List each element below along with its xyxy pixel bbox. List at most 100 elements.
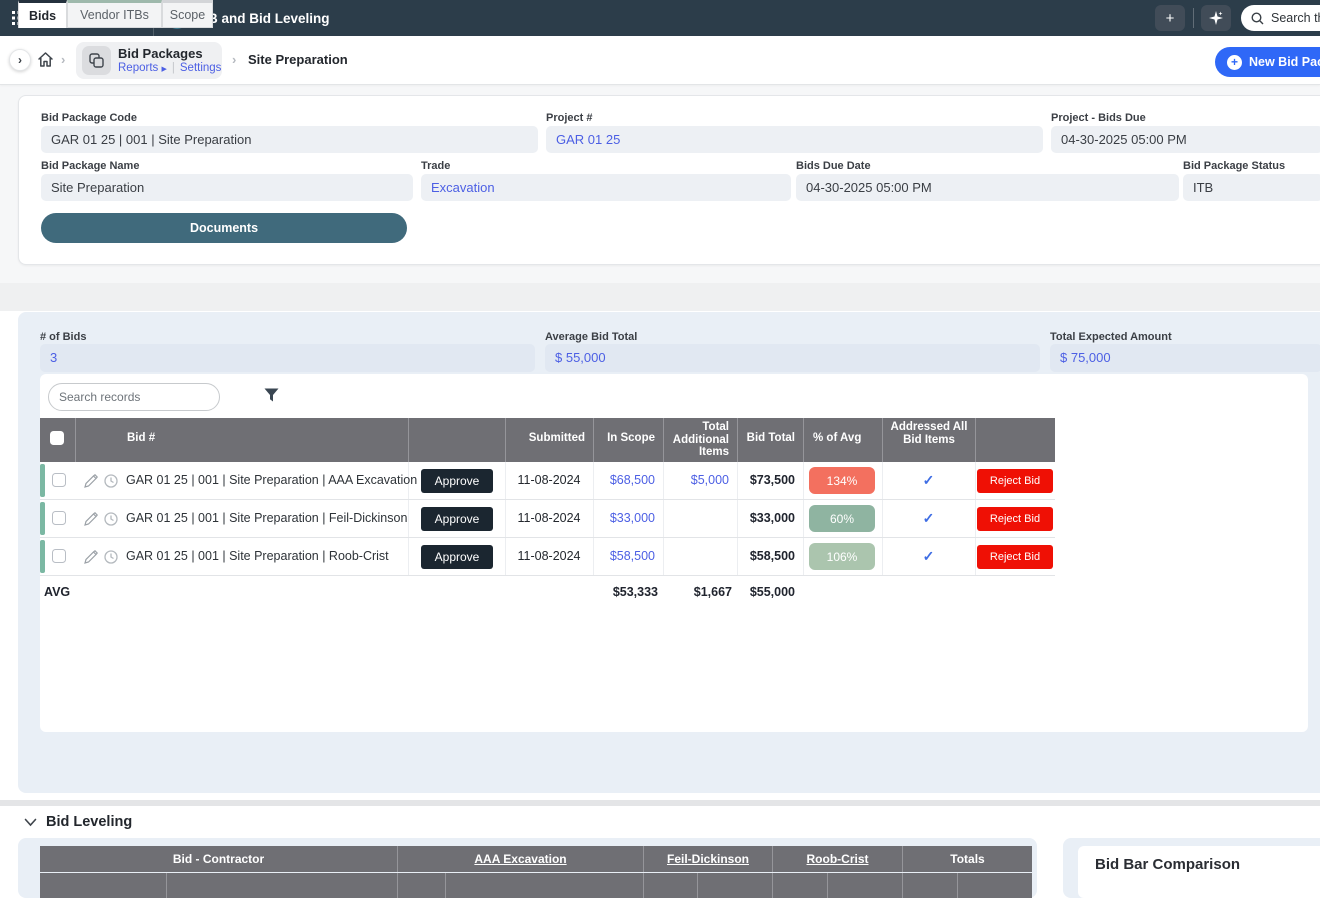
total-expected-label: Total Expected Amount <box>1050 331 1172 343</box>
bid-total-value: $73,500 <box>749 473 795 487</box>
num-bids-value: 3 <box>40 344 535 372</box>
in-scope-value[interactable]: $68,500 <box>609 473 655 487</box>
bid-row-feil-dickinson: GAR 01 25 | 001 | Site Preparation | Fei… <box>40 500 1055 538</box>
plus-glyph: + <box>1165 9 1175 27</box>
add-new-button[interactable]: + <box>1155 5 1185 31</box>
tab-strip <box>0 283 1320 311</box>
col-aaa-excavation[interactable]: AAA Excavation <box>397 846 643 872</box>
approve-button[interactable]: Approve <box>421 545 493 569</box>
col-addressed-all-bid-items[interactable]: Addressed All Bid Items <box>882 418 975 462</box>
row-checkbox[interactable] <box>52 473 66 487</box>
addressed-check-icon: ✓ <box>922 548 935 564</box>
col-actions <box>408 418 505 462</box>
bid-number-link[interactable]: GAR 01 25 | 001 | Site Preparation | Fei… <box>126 511 408 525</box>
edit-icon[interactable] <box>84 474 98 488</box>
bids-tab-panel: # of Bids 3 Average Bid Total $ 55,000 T… <box>18 312 1320 793</box>
select-all-cell <box>40 418 75 462</box>
section-divider <box>0 800 1320 806</box>
reject-bid-button[interactable]: Reject Bid <box>977 545 1053 569</box>
row-accent-bar <box>40 464 45 497</box>
tab-scope[interactable]: Scope <box>162 0 213 28</box>
tab-vendor-itbs[interactable]: Vendor ITBs <box>67 0 162 28</box>
avg-bid-total-value: $ 55,000 <box>545 344 1040 372</box>
in-scope-value[interactable]: $58,500 <box>609 549 655 563</box>
field-label-bid-package-status: Bid Package Status <box>1183 160 1286 172</box>
bid-leveling-section-title[interactable]: Bid Leveling <box>46 814 133 830</box>
filter-icon[interactable] <box>264 388 279 402</box>
breadcrumb-table-name[interactable]: Bid Packages <box>118 46 203 61</box>
tab-bids[interactable]: Bids <box>18 0 67 28</box>
addressed-check-icon: ✓ <box>922 472 935 488</box>
addressed-check-icon: ✓ <box>922 510 935 526</box>
in-scope-value[interactable]: $33,000 <box>609 511 655 525</box>
reports-dropdown-icon: ▶ <box>161 66 167 73</box>
history-icon[interactable] <box>104 474 118 488</box>
col-roob-crist[interactable]: Roob-Crist <box>772 846 902 872</box>
bid-leveling-subheader-row <box>40 873 1032 898</box>
reject-bid-button[interactable]: Reject Bid <box>977 469 1053 493</box>
submitted-value: 11-08-2024 <box>517 549 581 563</box>
field-bid-package-name: Site Preparation <box>41 174 413 201</box>
field-label-bid-package-code: Bid Package Code <box>41 112 137 124</box>
total-additional-value[interactable]: $5,000 <box>690 473 729 487</box>
records-search-input[interactable] <box>59 390 214 404</box>
col-in-scope[interactable]: In Scope <box>593 418 663 462</box>
edit-icon[interactable] <box>84 512 98 526</box>
documents-button[interactable]: Documents <box>41 213 407 243</box>
history-icon[interactable] <box>104 550 118 564</box>
col-bid-number[interactable]: Bid # <box>75 418 408 462</box>
col-totals: Totals <box>902 846 1032 872</box>
bid-bar-comparison-panel: Bid Bar Comparison <box>1078 846 1320 898</box>
approve-button[interactable]: Approve <box>421 507 493 531</box>
sidebar-expand-button[interactable]: › <box>9 49 31 71</box>
avg-total-additional: $1,667 <box>693 585 732 599</box>
plus-circle-icon: + <box>1227 54 1242 70</box>
bid-number-link[interactable]: GAR 01 25 | 001 | Site Preparation | Roo… <box>126 549 389 563</box>
bid-leveling-table: Bid - Contractor AAA Excavation Feil-Dic… <box>40 846 1032 898</box>
row-checkbox[interactable] <box>52 549 66 563</box>
field-trade[interactable]: Excavation <box>421 174 791 201</box>
sparkles-icon <box>1209 11 1223 25</box>
field-project-bids-due: 04-30-2025 05:00 PM <box>1051 126 1320 153</box>
bid-leveling-card: Bid - Contractor AAA Excavation Feil-Dic… <box>18 838 1037 898</box>
field-bid-package-status: ITB <box>1183 174 1320 201</box>
select-all-checkbox[interactable] <box>50 431 64 445</box>
col-total-additional-items[interactable]: Total Additional Items <box>663 418 737 462</box>
reject-bid-button[interactable]: Reject Bid <box>977 507 1053 531</box>
bid-row-aaa-excavation: GAR 01 25 | 001 | Site Preparation | AAA… <box>40 462 1055 500</box>
approve-button[interactable]: Approve <box>421 469 493 493</box>
pct-of-avg-badge: 134% <box>809 467 875 494</box>
row-checkbox[interactable] <box>52 511 66 525</box>
field-project-number[interactable]: GAR 01 25 <box>546 126 1043 153</box>
breadcrumb-chevron: › <box>61 52 66 67</box>
avg-bid-total: $55,000 <box>749 585 795 599</box>
app-search[interactable] <box>1241 5 1320 31</box>
pct-of-avg-badge: 106% <box>809 543 875 570</box>
history-icon[interactable] <box>104 512 118 526</box>
records-search[interactable] <box>48 383 220 411</box>
topbar-actions-divider <box>1193 8 1194 28</box>
edit-icon[interactable] <box>84 550 98 564</box>
app-name: ITB and Bid Leveling <box>196 10 330 26</box>
col-bid-total[interactable]: Bid Total <box>737 418 803 462</box>
home-icon[interactable] <box>37 51 54 68</box>
settings-link[interactable]: Settings <box>179 62 222 74</box>
breadcrumb-chevron-2: › <box>232 52 237 67</box>
ai-assistant-button[interactable] <box>1201 5 1231 31</box>
bid-leveling-collapse-icon[interactable] <box>24 818 37 827</box>
field-label-bids-due-date: Bids Due Date <box>796 160 871 172</box>
col-feil-dickinson[interactable]: Feil-Dickinson <box>643 846 772 872</box>
col-pct-of-avg[interactable]: % of Avg <box>803 418 882 462</box>
chip-links-divider: | <box>171 62 175 74</box>
bid-number-link[interactable]: GAR 01 25 | 001 | Site Preparation | AAA… <box>126 473 418 487</box>
field-label-bid-package-name: Bid Package Name <box>41 160 140 172</box>
bids-table-header: Bid # Submitted In Scope Total Additiona… <box>40 418 1055 462</box>
col-submitted[interactable]: Submitted <box>505 418 593 462</box>
bids-table-panel: Bid # Submitted In Scope Total Additiona… <box>40 374 1308 732</box>
new-bid-package-button[interactable]: + New Bid Package <box>1215 47 1320 77</box>
bid-total-value: $33,000 <box>749 511 795 525</box>
breadcrumb-table-chip[interactable]: Bid Packages Reports ▶ | Settings <box>76 42 222 79</box>
reports-link[interactable]: Reports ▶ <box>118 62 167 74</box>
app-search-input[interactable] <box>1271 11 1320 25</box>
search-icon <box>1251 11 1264 24</box>
